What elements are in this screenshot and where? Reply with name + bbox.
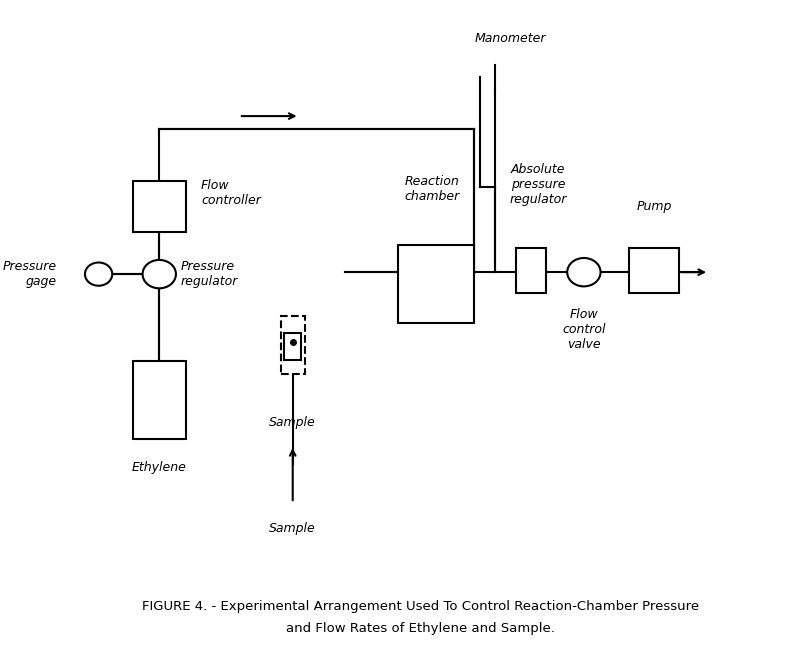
Text: Absolute
pressure
regulator: Absolute pressure regulator	[510, 163, 567, 206]
Bar	[281, 316, 305, 374]
Text: Ethylene: Ethylene	[132, 461, 186, 474]
Bar	[516, 248, 546, 293]
Text: Pressure
regulator: Pressure regulator	[181, 260, 238, 288]
Text: Reaction
chamber: Reaction chamber	[405, 175, 460, 203]
Text: Sample: Sample	[270, 416, 316, 429]
Text: and Flow Rates of Ethylene and Sample.: and Flow Rates of Ethylene and Sample.	[286, 622, 555, 635]
Text: Pressure
gage: Pressure gage	[2, 260, 57, 288]
Bar	[284, 333, 302, 360]
Text: Flow
controller: Flow controller	[201, 179, 261, 208]
Circle shape	[567, 258, 601, 286]
Text: Flow
control
valve: Flow control valve	[562, 308, 606, 351]
Bar	[398, 245, 474, 322]
Bar	[133, 361, 186, 439]
Text: Pump: Pump	[636, 200, 672, 213]
Text: FIGURE 4. - Experimental Arrangement Used To Control Reaction-Chamber Pressure: FIGURE 4. - Experimental Arrangement Use…	[142, 600, 699, 613]
Circle shape	[85, 263, 112, 286]
Bar	[133, 181, 186, 232]
Text: Manometer: Manometer	[474, 32, 546, 45]
Text: Sample: Sample	[270, 522, 316, 535]
Bar	[630, 248, 678, 293]
Circle shape	[142, 260, 176, 288]
